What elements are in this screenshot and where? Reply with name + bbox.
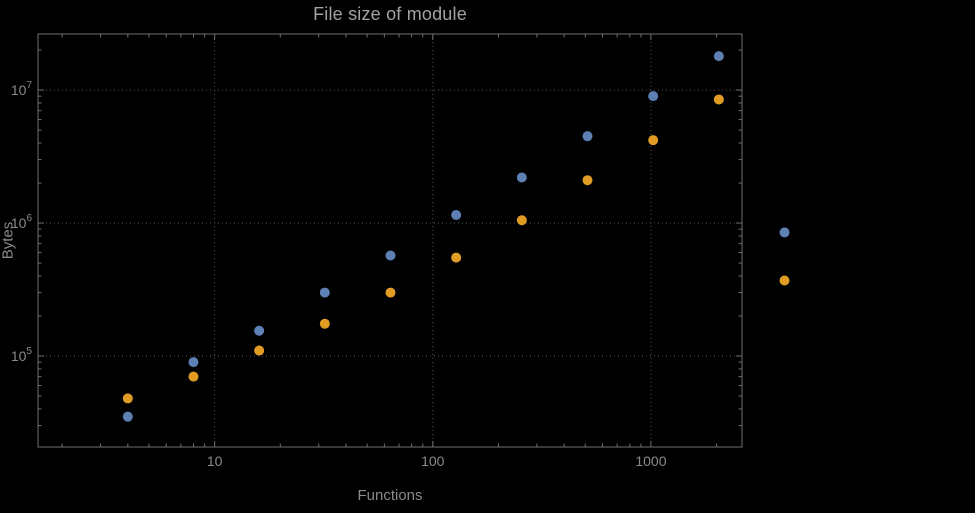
data-point-series-2-orange xyxy=(385,287,396,298)
x-tick-label: 10 xyxy=(207,453,223,469)
data-point-series-2-orange xyxy=(582,175,593,186)
data-point-series-1-blue xyxy=(254,325,265,336)
y-tick-label: 106 xyxy=(11,213,33,231)
data-point-series-1-blue xyxy=(188,357,199,368)
data-point-series-1-blue xyxy=(385,250,396,261)
data-point-series-2-orange xyxy=(779,275,790,286)
data-point-series-2-orange xyxy=(648,135,659,146)
data-point-series-2-orange xyxy=(516,215,527,226)
data-point-series-1-blue xyxy=(779,227,790,238)
data-point-series-2-orange xyxy=(713,94,724,105)
y-axis-label: Bytes xyxy=(0,221,17,260)
data-point-series-2-orange xyxy=(451,252,462,263)
data-point-series-2-orange xyxy=(254,345,265,356)
chart-title: File size of module xyxy=(313,4,467,24)
y-tick-label: 105 xyxy=(11,346,33,364)
data-point-series-1-blue xyxy=(648,91,659,102)
x-tick-label: 100 xyxy=(421,453,445,469)
plot-frame xyxy=(37,33,743,448)
data-point-series-1-blue xyxy=(319,287,330,298)
data-point-series-2-orange xyxy=(188,371,199,382)
data-point-series-1-blue xyxy=(713,51,724,62)
x-axis-label: Functions xyxy=(357,487,423,504)
x-tick-label: 1000 xyxy=(635,453,666,469)
data-point-series-2-orange xyxy=(319,318,330,329)
data-point-series-1-blue xyxy=(582,131,593,142)
data-point-series-2-orange xyxy=(122,393,133,404)
y-tick-label: 107 xyxy=(11,80,33,98)
data-point-series-1-blue xyxy=(516,172,527,183)
data-point-series-1-blue xyxy=(122,411,133,422)
data-point-series-1-blue xyxy=(451,209,462,220)
